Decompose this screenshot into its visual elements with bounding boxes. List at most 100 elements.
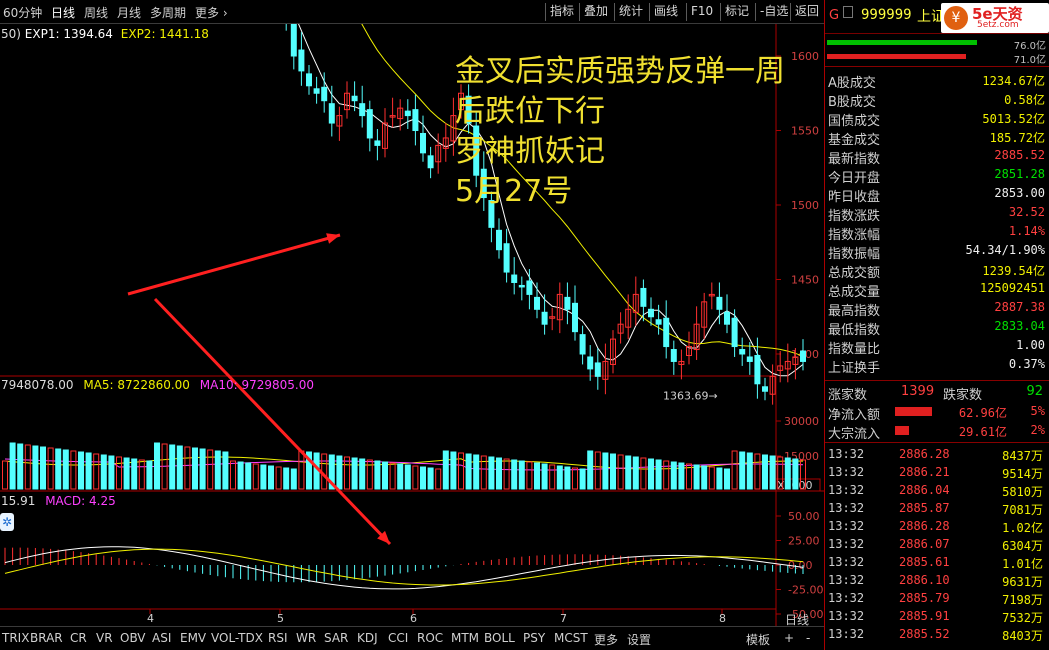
volume-bar <box>366 459 373 490</box>
kline-chart[interactable]: 17501700165016001550150014501400 3000015… <box>0 24 824 626</box>
zoom-out-button[interactable]: - <box>806 631 811 645</box>
annotation-line-4: 5月27号 <box>455 174 573 209</box>
period-60min-tab[interactable]: 60分钟 <box>3 6 43 20</box>
period-daily-tab[interactable]: 日线 <box>51 6 76 20</box>
candle-body <box>351 95 358 102</box>
candle-body <box>777 365 784 371</box>
tick-time: 13:32 <box>828 465 865 479</box>
period-monthly-tab[interactable]: 月线 <box>117 6 142 20</box>
volume-bar <box>670 461 677 490</box>
dif-value: 15.91 <box>1 494 36 508</box>
volume-bar <box>389 462 396 490</box>
tab-emv[interactable]: EMV <box>180 631 207 645</box>
candle-body <box>587 356 594 370</box>
tick-volume: 9631万 <box>1002 575 1043 589</box>
tab-vol-tdx[interactable]: VOL-TDX <box>211 631 263 645</box>
tab-settings[interactable]: 设置 <box>627 633 652 647</box>
candle-body <box>579 334 586 355</box>
candle-body <box>564 296 571 310</box>
period-weekly-tab[interactable]: 周线 <box>84 6 109 20</box>
candle-body <box>556 293 563 321</box>
volume-bar <box>465 453 472 490</box>
market-row-label: A股成交 <box>828 76 876 91</box>
volume-bar <box>260 464 267 490</box>
more-periods-button[interactable]: 更多 › <box>195 4 228 21</box>
market-row: 总成交额 1239.54亿 <box>825 261 1047 281</box>
market-row-value: 2885.52 <box>994 148 1045 162</box>
market-row-value: 2833.04 <box>994 319 1045 333</box>
flow-bar <box>895 407 932 416</box>
volume-bar <box>655 459 662 490</box>
template-button[interactable]: 模板 <box>746 633 771 647</box>
volume-bar <box>549 464 556 490</box>
tab-more[interactable]: 更多 <box>594 633 619 647</box>
volume-bar <box>268 465 274 490</box>
multi-period-tab[interactable]: 多周期 <box>150 6 187 20</box>
watchlist-remove-button[interactable]: -自选 <box>755 3 792 21</box>
tab-rsi[interactable]: RSI <box>268 631 288 645</box>
tab-mcst[interactable]: MCST <box>554 631 588 645</box>
volume-bar <box>336 455 343 490</box>
volume-bar <box>648 458 654 490</box>
tab-kdj[interactable]: KDJ <box>357 631 378 645</box>
tab-trix[interactable]: TRIX <box>2 631 30 645</box>
volume-bar <box>359 458 366 490</box>
tab-brar[interactable]: BRAR <box>30 631 63 645</box>
ma5-value: MA5: 8722860.00 <box>83 378 190 392</box>
overlay-button[interactable]: 叠加 <box>579 3 612 21</box>
candle-body <box>503 243 510 273</box>
candle-body <box>290 24 297 57</box>
market-row: 国债成交 5013.52亿 <box>825 109 1047 129</box>
tab-obv[interactable]: OBV <box>120 631 146 645</box>
tab-boll[interactable]: BOLL <box>484 631 515 645</box>
tab-wr[interactable]: WR <box>296 631 317 645</box>
market-row: A股成交 1234.67亿 <box>825 71 1047 91</box>
candle-body <box>617 323 624 334</box>
f10-button[interactable]: F10 <box>686 3 717 21</box>
mark-button[interactable]: 标记 <box>720 3 753 21</box>
volume-bar <box>800 459 806 490</box>
market-row-value: 5013.52亿 <box>982 112 1045 126</box>
volume-bar <box>420 466 426 490</box>
volume-bar <box>230 460 236 490</box>
volume-bar <box>245 462 252 490</box>
candle-body <box>321 86 328 102</box>
zoom-in-button[interactable]: + <box>784 631 795 645</box>
tab-mtm[interactable]: MTM <box>451 631 480 645</box>
logo-mark-icon: ¥ <box>944 6 968 30</box>
candle-body <box>602 360 609 380</box>
market-row-value: 185.72亿 <box>989 131 1045 145</box>
volume-bar <box>473 454 480 490</box>
tab-cci[interactable]: CCI <box>388 631 409 645</box>
tick-row: 13:32 2886.28 8437万 <box>825 446 1047 464</box>
indicator-tabs: TRIX BRAR CR VR OBV ASI EMV VOL-TDX RSI … <box>0 626 824 650</box>
tab-psy[interactable]: PSY <box>523 631 546 645</box>
tab-asi[interactable]: ASI <box>152 631 172 645</box>
brand-logo: ¥ 5e天资 5etz.com <box>941 3 1049 33</box>
settings-gear-icon[interactable]: ✲ <box>0 513 14 531</box>
volume-bar <box>769 455 776 490</box>
draw-line-button[interactable]: 画线 <box>649 3 682 21</box>
candle-body <box>792 356 799 365</box>
stats-button[interactable]: 统计 <box>614 3 647 21</box>
market-row-label: 指数涨幅 <box>828 228 881 243</box>
volume-bar <box>716 467 723 490</box>
arrow-to-macd-shaft <box>153 297 392 546</box>
date-tick-label: 8 <box>719 612 726 625</box>
tab-roc[interactable]: ROC <box>417 631 444 645</box>
tab-vr[interactable]: VR <box>96 631 113 645</box>
volume-bar <box>579 468 586 490</box>
tab-sar[interactable]: SAR <box>324 631 349 645</box>
tick-row: 13:32 2886.10 9631万 <box>825 572 1047 590</box>
volume-bar <box>701 465 708 490</box>
tick-volume: 1.01亿 <box>1002 557 1043 571</box>
candle-body <box>678 360 685 365</box>
back-button[interactable]: 返回 <box>790 3 823 21</box>
volume-bar <box>754 453 761 490</box>
tick-time: 13:32 <box>828 627 865 641</box>
indicator-button[interactable]: 指标 <box>545 3 578 21</box>
tab-cr[interactable]: CR <box>70 631 87 645</box>
flow-row: 净流入额 62.96亿 5% <box>825 403 1047 423</box>
market-row-value: 32.52 <box>1008 205 1045 219</box>
volume-bar <box>55 448 62 490</box>
